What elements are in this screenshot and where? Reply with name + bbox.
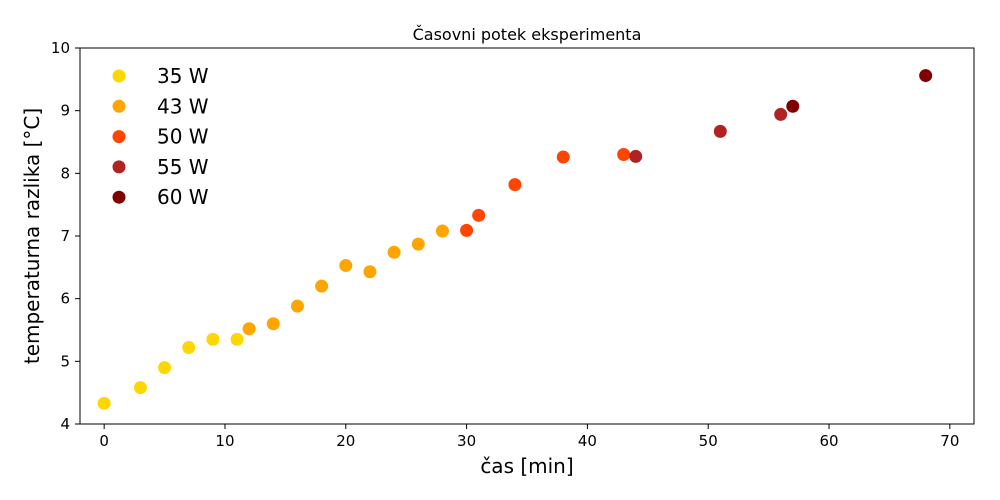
data-point [411, 237, 425, 251]
y-tick-label: 9 [60, 102, 70, 120]
data-point [230, 332, 244, 346]
x-axis-label: čas [min] [480, 454, 573, 478]
data-point [460, 223, 474, 237]
data-point [387, 245, 401, 259]
y-tick-label: 4 [60, 415, 70, 433]
data-point [472, 208, 486, 222]
x-tick-label: 10 [215, 432, 234, 450]
data-point [617, 148, 631, 162]
x-tick-label: 0 [99, 432, 109, 450]
x-tick-label: 30 [457, 432, 476, 450]
x-tick-label: 70 [940, 432, 959, 450]
y-tick-label: 10 [51, 39, 70, 57]
legend-label: 43 W [157, 94, 209, 118]
plot-area [97, 69, 933, 410]
legend-label: 50 W [157, 125, 209, 149]
data-point [266, 317, 280, 331]
x-axis: 0 10 20 30 40 50 60 70 [99, 424, 959, 450]
legend-marker [112, 130, 126, 144]
legend: 35 W 43 W 50 W 55 W 60 W [112, 64, 209, 209]
y-axis: 4 5 6 7 8 9 10 [51, 39, 80, 433]
legend-label: 55 W [157, 155, 209, 179]
legend-item: 50 W [112, 125, 209, 149]
y-tick-label: 6 [60, 290, 70, 308]
series-points [786, 69, 933, 113]
data-point [315, 279, 329, 293]
data-point [774, 107, 788, 121]
series-points [242, 224, 449, 336]
x-tick-label: 50 [699, 432, 718, 450]
data-point [919, 69, 933, 83]
y-axis-label: temperaturna razlika [°C] [20, 108, 44, 364]
data-point [363, 265, 377, 279]
data-point [629, 149, 643, 163]
chart-title: Časovni potek eksperimenta [413, 25, 642, 44]
data-point [508, 178, 522, 192]
legend-item: 35 W [112, 64, 209, 88]
x-tick-label: 40 [578, 432, 597, 450]
legend-item: 60 W [112, 185, 209, 209]
data-point [556, 150, 570, 164]
series-points [629, 107, 788, 163]
data-point [206, 332, 220, 346]
data-point [242, 322, 256, 336]
x-tick-label: 60 [819, 432, 838, 450]
data-point [97, 396, 111, 410]
series-points [97, 332, 244, 410]
legend-marker [112, 99, 126, 113]
data-point [713, 124, 727, 138]
y-tick-label: 7 [60, 227, 70, 245]
legend-item: 55 W [112, 155, 209, 179]
legend-label: 60 W [157, 185, 209, 209]
data-point [786, 99, 800, 113]
legend-label: 35 W [157, 64, 209, 88]
data-point [435, 224, 449, 238]
legend-marker [112, 160, 126, 174]
data-point [290, 299, 304, 313]
legend-marker [112, 190, 126, 204]
legend-marker [112, 69, 126, 83]
data-point [133, 381, 147, 395]
data-point [339, 258, 353, 272]
x-tick-label: 20 [336, 432, 355, 450]
y-tick-label: 8 [60, 164, 70, 182]
data-point [182, 341, 196, 355]
legend-item: 43 W [112, 94, 209, 118]
series-points [460, 148, 631, 237]
data-point [158, 361, 172, 375]
y-tick-label: 5 [60, 352, 70, 370]
